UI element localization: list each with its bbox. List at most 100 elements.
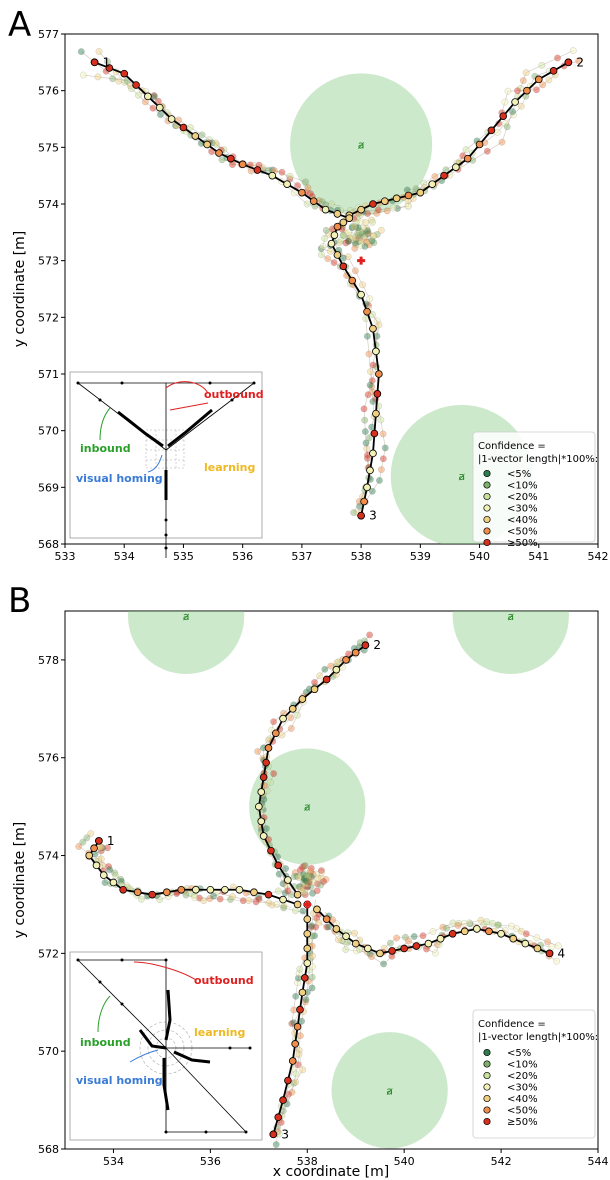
trial-point	[366, 381, 374, 389]
legend-label: <40%	[507, 515, 538, 526]
x-tick-label: 540	[469, 550, 490, 563]
trial-point	[157, 111, 164, 119]
route-2-point	[440, 171, 448, 180]
trial-point	[362, 439, 370, 447]
trial-point	[149, 104, 157, 112]
y-tick-label: 575	[38, 141, 59, 154]
trial-point	[348, 223, 356, 231]
route-3-point	[369, 324, 377, 333]
trial-point	[301, 862, 309, 870]
route-1-start-point	[95, 837, 103, 845]
route-2-point	[392, 194, 401, 203]
trial-point	[307, 883, 315, 891]
route-2-point	[487, 126, 496, 135]
route-1-point	[191, 132, 200, 140]
trial-point	[393, 934, 401, 942]
trial-point	[268, 901, 276, 909]
route-3-point	[298, 988, 307, 997]
route-1-point	[250, 888, 258, 897]
trial-point	[294, 182, 302, 190]
trial-point	[483, 147, 491, 155]
panel-b-letter: B	[8, 581, 31, 621]
route-1-start-point	[90, 58, 99, 67]
trial-point	[83, 834, 91, 842]
trial-point	[539, 81, 547, 89]
route-1-point	[333, 210, 342, 218]
trial-point	[508, 922, 515, 930]
trial-point	[137, 895, 145, 903]
y-tick-label: 572	[38, 947, 59, 960]
panel-a-ticks: 533 534 535 536 537 538 539 540 541 542 568 569 570 5…	[38, 28, 609, 563]
x-tick-label: 544	[588, 1155, 609, 1168]
trial-point	[321, 665, 329, 673]
trial-point	[254, 747, 262, 755]
trial-point	[368, 953, 376, 961]
route-4-point	[497, 929, 505, 938]
trial-point	[117, 875, 125, 883]
trial-point	[538, 61, 546, 69]
trial-point	[338, 937, 345, 945]
route-1-point	[321, 205, 330, 214]
trial-point	[377, 466, 385, 474]
route-1-point	[167, 115, 176, 123]
trial-point	[302, 876, 310, 884]
y-tick-label: 574	[38, 850, 59, 863]
route-3-point	[357, 290, 365, 299]
trial-point	[345, 237, 353, 245]
trial-point	[368, 216, 375, 224]
green-zone	[331, 1032, 448, 1149]
trial-point	[344, 237, 352, 245]
trial-point	[504, 87, 512, 95]
x-tick-label: 536	[232, 550, 253, 563]
trial-point	[553, 957, 560, 965]
trial-point	[301, 875, 309, 883]
tree-icon: ⱥ	[304, 801, 311, 814]
route-1-point	[203, 140, 211, 149]
trial-point	[342, 239, 350, 247]
trial-point	[368, 237, 376, 245]
trial-point	[295, 970, 303, 978]
trial-point	[318, 874, 326, 882]
y-tick-label: 574	[38, 198, 59, 211]
trial-point	[300, 878, 307, 886]
trial-point	[117, 877, 125, 885]
trial-point	[302, 876, 310, 883]
trial-point	[291, 869, 299, 877]
trial-point	[296, 965, 304, 973]
trial-point	[79, 71, 87, 79]
route-2-start-point	[564, 58, 573, 67]
trial-point	[299, 884, 307, 892]
trial-point	[419, 932, 427, 940]
route-3-point	[333, 222, 342, 231]
route-2-point	[369, 200, 377, 208]
trial-point	[569, 47, 577, 55]
start-label-3: 3	[369, 509, 377, 523]
start-label-2: 2	[373, 638, 381, 652]
trial-point	[337, 236, 345, 244]
trial-point	[364, 210, 372, 217]
legend-label: <20%	[507, 492, 538, 503]
trial-point	[321, 235, 329, 242]
route-2-point	[534, 75, 543, 84]
route-3-point	[327, 239, 336, 248]
trial-point	[512, 925, 520, 933]
route-1-point	[215, 149, 223, 157]
trial-point	[304, 184, 312, 192]
trial-point	[112, 872, 120, 879]
inset-b-path-dots	[76, 958, 252, 1134]
trial-point	[302, 178, 309, 186]
trial-point	[309, 889, 316, 897]
route-2-point	[357, 205, 365, 214]
trial-point	[351, 234, 359, 242]
route-1-point	[85, 851, 94, 860]
route-2-point	[264, 744, 273, 752]
legend-a-title-line-2: |1-vector length|*100%:	[478, 454, 598, 465]
trial-point	[245, 897, 253, 904]
trial-point	[292, 992, 300, 1000]
route-3-point	[303, 959, 312, 967]
trial-point	[401, 933, 409, 941]
trial-point	[306, 867, 314, 875]
legend-b-title-line-1: Confidence =	[478, 1019, 546, 1030]
trial-point	[358, 242, 366, 250]
trial-point	[379, 455, 387, 463]
